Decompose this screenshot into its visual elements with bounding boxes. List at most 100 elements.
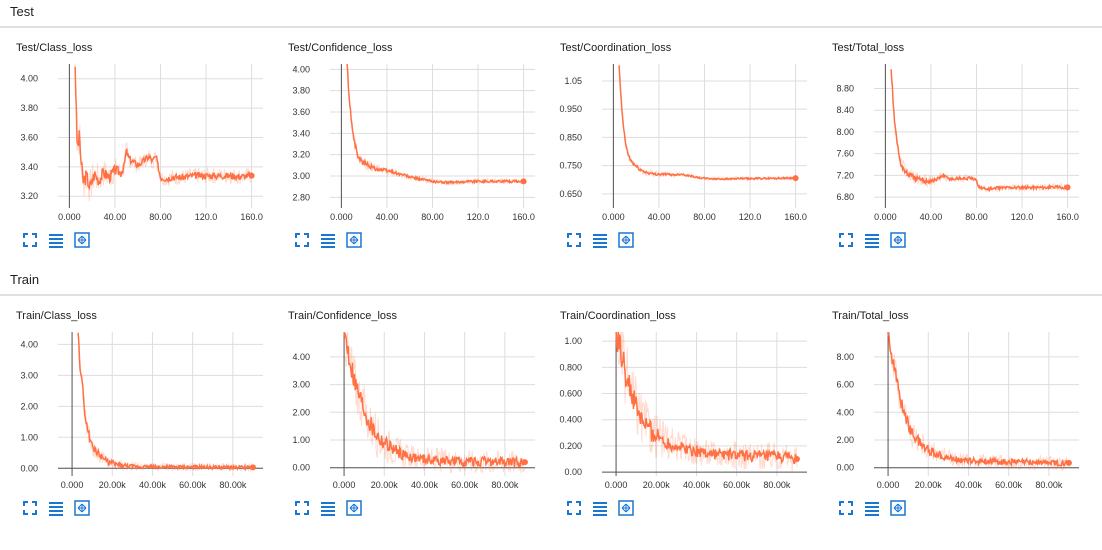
fullscreen-icon[interactable] bbox=[566, 232, 582, 248]
y-tick-label: 0.400 bbox=[559, 415, 582, 425]
x-tick-label: 80.00 bbox=[965, 212, 988, 222]
y-tick-label: 8.40 bbox=[836, 105, 854, 115]
chart-card-test-total-loss: Test/Total_loss 0.000 40.00 80.00 120.0 160.… bbox=[826, 42, 1098, 282]
data-table-icon[interactable] bbox=[48, 232, 64, 248]
y-tick-label: 8.80 bbox=[836, 83, 854, 93]
y-tick-label: 0.200 bbox=[559, 441, 582, 451]
y-tick-label: 6.80 bbox=[836, 192, 854, 202]
section-header-test[interactable]: Test bbox=[0, 0, 1102, 28]
data-table-icon[interactable] bbox=[864, 232, 880, 248]
fit-domain-icon[interactable] bbox=[74, 232, 90, 248]
x-tick-label: 80.00k bbox=[1035, 480, 1063, 490]
section-title: Test bbox=[10, 4, 34, 19]
x-tick-label: 120.0 bbox=[195, 212, 218, 222]
y-tick-label: 0.650 bbox=[559, 189, 582, 199]
chart-plot: 0.000 20.00k 40.00k 60.00k 80.00k 0.00 1.00 2.0… bbox=[292, 332, 535, 490]
series-line bbox=[77, 332, 254, 472]
y-tick-label: 3.00 bbox=[20, 370, 38, 380]
y-tick-label: 3.40 bbox=[292, 128, 310, 138]
y-tick-label: 2.80 bbox=[292, 192, 310, 202]
series-endpoint bbox=[249, 464, 256, 471]
fit-domain-icon[interactable] bbox=[890, 232, 906, 248]
chart-card-test-coordination-loss: Test/Coordination_loss 0.000 40.00 80.00 12… bbox=[554, 42, 826, 282]
fit-domain-icon[interactable] bbox=[346, 232, 362, 248]
x-tick-label: 20.00k bbox=[99, 480, 127, 490]
series-group bbox=[343, 332, 526, 474]
y-tick-label: 0.00 bbox=[836, 463, 854, 473]
series-line-raw bbox=[618, 64, 797, 182]
fullscreen-icon[interactable] bbox=[22, 500, 38, 516]
chart-title: Test/Confidence_loss bbox=[288, 42, 393, 54]
x-tick-label: 40.00 bbox=[648, 212, 671, 222]
data-table-icon[interactable] bbox=[864, 500, 880, 516]
y-tick-label: 2.00 bbox=[836, 435, 854, 445]
chart-title: Train/Confidence_loss bbox=[288, 310, 398, 322]
x-tick-label: 80.00 bbox=[149, 212, 172, 222]
x-tick-label: 40.00k bbox=[411, 480, 439, 490]
y-tick-label: 4.00 bbox=[292, 352, 310, 362]
y-tick-label: 1.00 bbox=[20, 432, 38, 442]
section-title: Train bbox=[10, 272, 40, 287]
y-tick-label: 3.60 bbox=[292, 107, 310, 117]
x-tick-label: 160.0 bbox=[240, 212, 263, 222]
fullscreen-icon[interactable] bbox=[22, 232, 38, 248]
data-table-icon[interactable] bbox=[48, 500, 64, 516]
x-tick-label: 20.00k bbox=[643, 480, 671, 490]
chart-card-train-confidence-loss: Train/Confidence_loss 0.000 20.00k 40.00k 6… bbox=[282, 310, 554, 550]
x-tick-label: 80.00k bbox=[219, 480, 247, 490]
y-tick-label: 7.20 bbox=[836, 170, 854, 180]
y-tick-label: 6.00 bbox=[836, 380, 854, 390]
series-group bbox=[74, 64, 253, 202]
series-endpoint bbox=[248, 172, 255, 179]
chart-card-train-class-loss: Train/Class_loss 0.000 20.00k 40.00k 60.00k… bbox=[10, 310, 282, 550]
fullscreen-icon[interactable] bbox=[566, 500, 582, 516]
series-group bbox=[346, 64, 525, 186]
series-line-raw bbox=[346, 64, 525, 186]
fullscreen-icon[interactable] bbox=[838, 500, 854, 516]
fullscreen-icon[interactable] bbox=[294, 500, 310, 516]
series-line bbox=[890, 69, 1069, 193]
y-tick-label: 4.00 bbox=[292, 64, 310, 74]
x-tick-label: 80.00k bbox=[491, 480, 519, 490]
data-table-icon[interactable] bbox=[320, 500, 336, 516]
chart-plot: 0.000 40.00 80.00 120.0 160.0 3.20 3.40 3.60 3.8… bbox=[20, 64, 263, 222]
x-tick-label: 40.00 bbox=[376, 212, 399, 222]
x-tick-label: 0.000 bbox=[61, 480, 84, 490]
y-tick-label: 0.750 bbox=[559, 161, 582, 171]
x-tick-label: 160.0 bbox=[1056, 212, 1079, 222]
series-line bbox=[74, 66, 253, 191]
chart-title: Train/Total_loss bbox=[832, 310, 909, 322]
fullscreen-icon[interactable] bbox=[838, 232, 854, 248]
x-tick-label: 80.00 bbox=[693, 212, 716, 222]
chart-title: Test/Total_loss bbox=[832, 42, 905, 54]
y-tick-label: 8.00 bbox=[836, 352, 854, 362]
y-tick-label: 3.00 bbox=[292, 380, 310, 390]
chart-card-train-coordination-loss: Train/Coordination_loss 0.000 20.00k 40.00… bbox=[554, 310, 826, 550]
fit-domain-icon[interactable] bbox=[618, 500, 634, 516]
chart-plot: 0.000 20.00k 40.00k 60.00k 80.00k 0.00 0.200 0.… bbox=[559, 332, 807, 490]
fit-domain-icon[interactable] bbox=[346, 500, 362, 516]
x-tick-label: 0.000 bbox=[605, 480, 628, 490]
data-table-icon[interactable] bbox=[592, 500, 608, 516]
x-tick-label: 120.0 bbox=[739, 212, 762, 222]
section-header-train[interactable]: Train bbox=[0, 268, 1102, 296]
series-endpoint bbox=[792, 175, 799, 182]
y-tick-label: 3.80 bbox=[292, 86, 310, 96]
series-endpoint bbox=[793, 455, 800, 462]
fit-domain-icon[interactable] bbox=[74, 500, 90, 516]
fullscreen-icon[interactable] bbox=[294, 232, 310, 248]
x-tick-label: 0.000 bbox=[877, 480, 900, 490]
x-tick-label: 0.000 bbox=[333, 480, 356, 490]
y-tick-label: 3.40 bbox=[20, 162, 38, 172]
data-table-icon[interactable] bbox=[320, 232, 336, 248]
chart-plot: 0.000 40.00 80.00 120.0 160.0 6.80 7.20 7.60 8.0… bbox=[836, 64, 1079, 222]
x-tick-label: 60.00k bbox=[723, 480, 751, 490]
y-tick-label: 3.00 bbox=[292, 171, 310, 181]
fit-domain-icon[interactable] bbox=[890, 500, 906, 516]
y-tick-label: 0.850 bbox=[559, 132, 582, 142]
fit-domain-icon[interactable] bbox=[618, 232, 634, 248]
data-table-icon[interactable] bbox=[592, 232, 608, 248]
y-tick-label: 0.950 bbox=[559, 104, 582, 114]
x-tick-label: 0.000 bbox=[58, 212, 81, 222]
series-group bbox=[887, 332, 1070, 472]
